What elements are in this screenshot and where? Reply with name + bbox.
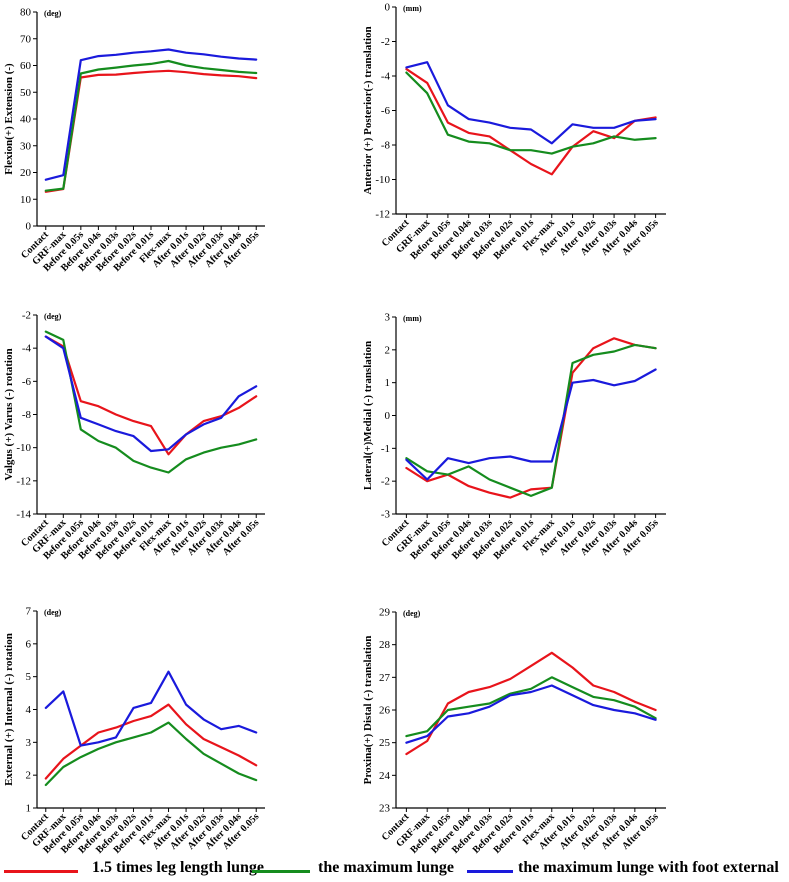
panel-6-y-tick-label: 27	[379, 672, 391, 684]
panel-3-y-tick-label: -6	[22, 376, 32, 388]
panel-4-y-tick-label: -2	[381, 476, 390, 488]
panel-2-series-2-line	[405, 71, 657, 155]
panel-6-series-1-line	[405, 651, 657, 756]
panel-1-y-tick-label: 70	[20, 33, 32, 45]
panel-5-y-tick-label: 5	[26, 671, 32, 683]
panel-5-y-tick-label: 7	[26, 606, 32, 618]
panel-5-unit-label: (deg)	[44, 608, 62, 617]
panel-6-y-tick-label: 25	[379, 737, 391, 749]
panel-5-y-tick-label: 6	[26, 638, 32, 650]
panel-2-y-tick-label: -6	[381, 105, 391, 117]
panel-1-y-tick-label: 0	[26, 221, 32, 233]
legend-swatch-1	[4, 870, 78, 873]
panel-2-series-1-line	[405, 67, 657, 176]
legend-label-3: the maximum lunge with foot external	[518, 859, 779, 876]
panel-4-series-2-line	[405, 343, 657, 497]
panel-4-y-tick-label: 2	[385, 344, 391, 356]
panel-2-unit-label: (mm)	[403, 4, 422, 13]
panel-1-y-tick-label: 20	[20, 167, 32, 179]
panel-6-y-tick-label: 26	[379, 705, 391, 717]
panel-3-unit-label: (deg)	[44, 312, 62, 321]
panel-1-y-tick-label: 80	[20, 7, 32, 19]
panel-4-y-axis-title: Lateral(+)Medial (-) translation	[362, 341, 374, 490]
legend-label-1: 1.5 times leg length lunge	[92, 859, 264, 876]
panel-3-series-1-line	[44, 335, 258, 456]
panel-5-y-tick-label: 2	[26, 770, 32, 782]
panel-1-y-tick-label: 10	[20, 194, 32, 206]
panel-1-unit-label: (deg)	[44, 9, 62, 18]
panel-1-y-tick-label: 30	[20, 140, 32, 152]
panel-5-series-3-line	[44, 670, 258, 747]
panel-5-y-tick-label: 3	[26, 737, 32, 749]
panel-4-unit-label: (mm)	[403, 314, 422, 323]
panel-6-y-tick-label: 23	[379, 803, 391, 815]
panel-6-y-axis-title: Proxina(+) Distal (-) translation	[362, 636, 374, 785]
panel-6-series-2-line	[405, 676, 657, 738]
panel-2-y-axis-title: Anterior (+) Posterior(-) translation	[362, 26, 374, 194]
panel-6-unit-label: (deg)	[403, 609, 421, 618]
panel-1-y-tick-label: 60	[20, 60, 32, 72]
panel-4-y-tick-label: -1	[381, 443, 390, 455]
panel-4-y-tick-label: 1	[385, 377, 391, 389]
panel-1-series-2-line	[44, 59, 258, 192]
panel-3-y-tick-label: -4	[22, 343, 32, 355]
panel-4-y-tick-label: 3	[385, 312, 391, 324]
panel-5-y-tick-label: 4	[26, 704, 32, 716]
panel-3-y-axis-title: Valgus (+) Varus (-) rotation	[3, 348, 15, 480]
panel-6-y-tick-label: 29	[379, 607, 391, 619]
panel-2-y-tick-label: -4	[381, 71, 391, 83]
panel-3-y-tick-label: -2	[22, 310, 31, 322]
panel-2-series-3-line	[405, 61, 657, 145]
panel-2-y-tick-label: -8	[381, 140, 391, 152]
panel-5-y-tick-label: 1	[26, 803, 32, 815]
panel-1-series-3-line	[44, 48, 258, 181]
panel-1-y-tick-label: 40	[20, 114, 32, 126]
legend-swatch-2	[252, 870, 310, 873]
panel-3-series-2-line	[44, 330, 258, 474]
panel-3-y-tick-label: -14	[16, 509, 31, 521]
panel-2-y-tick-label: -2	[381, 36, 390, 48]
legend-label-2: the maximum lunge	[318, 859, 454, 876]
panel-2-y-tick-label: -10	[375, 174, 390, 186]
panel-3-y-tick-label: -10	[16, 442, 31, 454]
panel-3-series-3-line	[44, 335, 258, 453]
panel-1-y-axis-title: Flexion(+) Extension (-)	[3, 63, 15, 175]
panel-5-series-1-line	[44, 703, 258, 780]
panel-4-y-tick-label: 0	[385, 410, 391, 422]
panel-6-y-tick-label: 24	[379, 770, 391, 782]
panel-4-y-tick-label: -3	[381, 509, 391, 521]
panel-2-y-tick-label: -12	[375, 209, 390, 221]
panel-5-y-axis-title: External (+) Internal (-) rotation	[3, 633, 15, 786]
panel-2-y-tick-label: 0	[385, 2, 391, 14]
panel-6-y-tick-label: 28	[379, 639, 391, 651]
panel-3-y-tick-label: -8	[22, 409, 32, 421]
panel-1-y-tick-label: 50	[20, 87, 32, 99]
panel-4-series-3-line	[405, 368, 657, 481]
panel-5-series-2-line	[44, 721, 258, 787]
legend: 1.5 times leg length lunge the maximum l…	[0, 858, 789, 882]
panel-3-y-tick-label: -12	[16, 475, 31, 487]
legend-swatch-3	[467, 870, 513, 873]
panel-6-series-3-line	[405, 684, 657, 744]
